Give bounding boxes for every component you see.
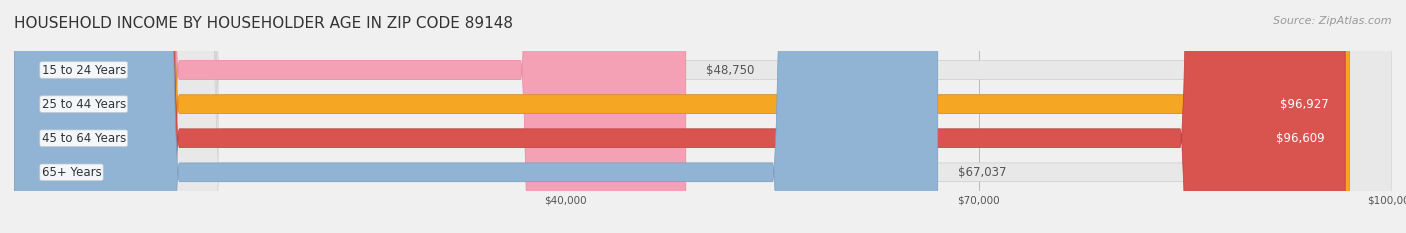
Text: HOUSEHOLD INCOME BY HOUSEHOLDER AGE IN ZIP CODE 89148: HOUSEHOLD INCOME BY HOUSEHOLDER AGE IN Z… (14, 16, 513, 31)
Text: $96,609: $96,609 (1275, 132, 1324, 145)
Text: $67,037: $67,037 (959, 166, 1007, 179)
FancyBboxPatch shape (14, 0, 1350, 233)
FancyBboxPatch shape (14, 0, 1392, 233)
Text: 25 to 44 Years: 25 to 44 Years (42, 98, 127, 111)
Text: 45 to 64 Years: 45 to 64 Years (42, 132, 127, 145)
Text: 15 to 24 Years: 15 to 24 Years (42, 64, 127, 76)
FancyBboxPatch shape (14, 0, 1392, 233)
FancyBboxPatch shape (14, 0, 1346, 233)
Text: $96,927: $96,927 (1281, 98, 1329, 111)
FancyBboxPatch shape (14, 0, 1392, 233)
FancyBboxPatch shape (14, 0, 938, 233)
FancyBboxPatch shape (14, 0, 686, 233)
Text: 65+ Years: 65+ Years (42, 166, 101, 179)
Text: Source: ZipAtlas.com: Source: ZipAtlas.com (1274, 16, 1392, 26)
Text: $48,750: $48,750 (706, 64, 755, 76)
FancyBboxPatch shape (14, 0, 1392, 233)
